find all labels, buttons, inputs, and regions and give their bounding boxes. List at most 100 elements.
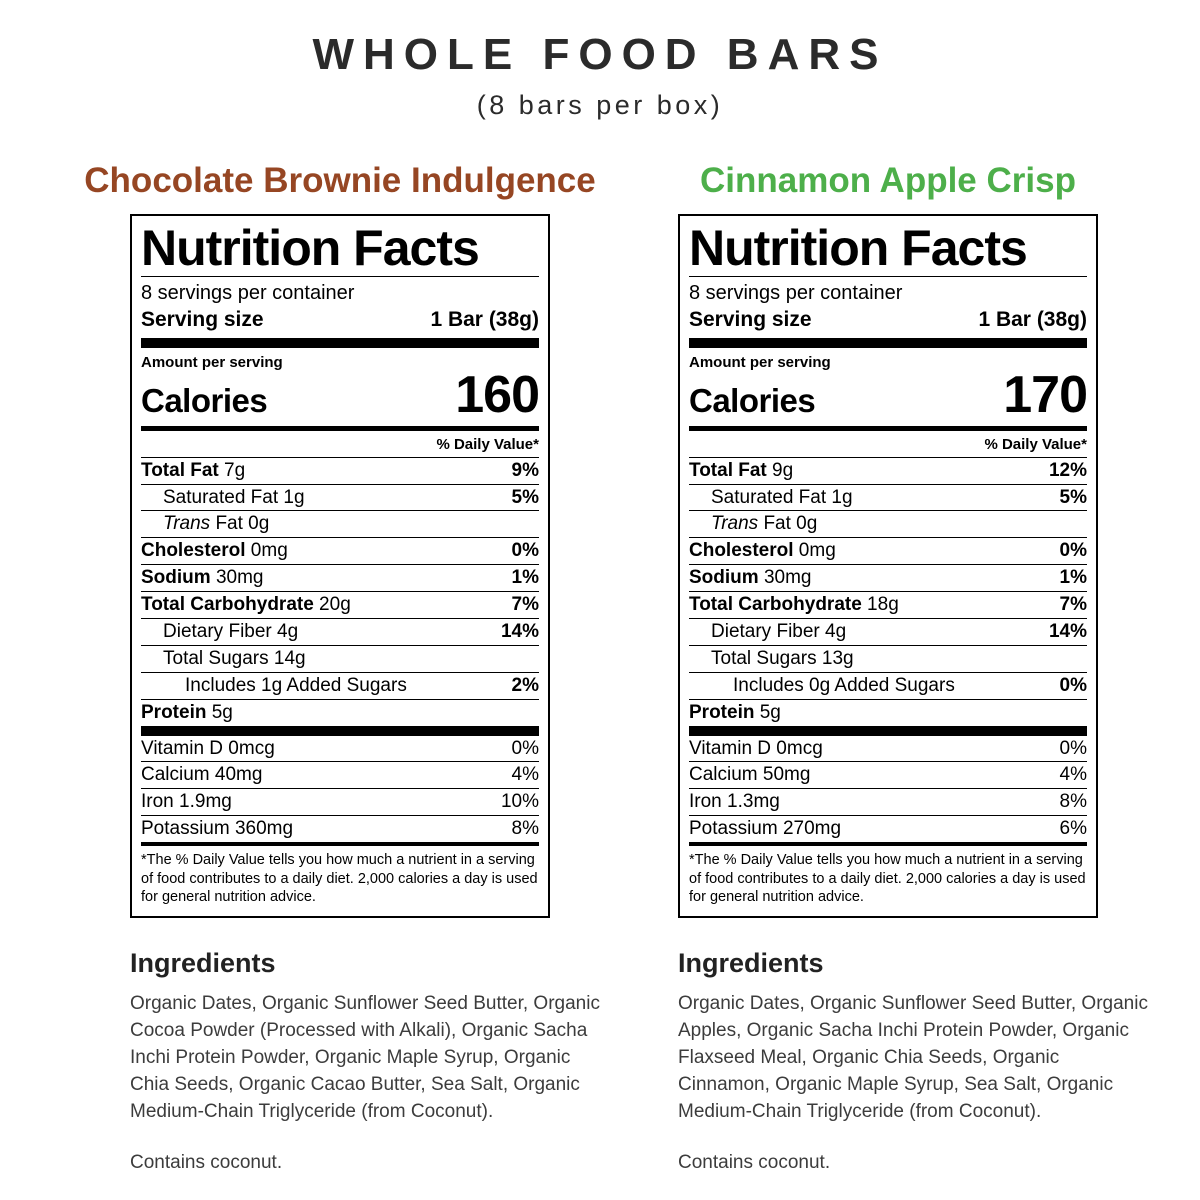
page-title: WHOLE FOOD BARS: [312, 30, 888, 79]
vitamin-rows: Vitamin D 0mcg 0% Calcium 50mg 4% Iron 1.3mg…: [689, 736, 1087, 843]
nutrient-name: Dietary Fiber 4g: [711, 620, 847, 642]
thick-divider: [141, 725, 539, 736]
daily-value-footnote: *The % Daily Value tells you how much a …: [689, 852, 1086, 906]
serving-size-value: 1 Bar (38g): [430, 308, 539, 332]
ingredients-heading: Ingredients: [678, 947, 824, 978]
nutrient-row: Cholesterol 0mg 0%: [689, 537, 1087, 564]
medium-divider: [689, 425, 1087, 431]
nutrient-daily-value: 7%: [511, 594, 539, 616]
nutrient-name: Total Sugars 14g: [163, 647, 306, 669]
nutrition-label-cinnamon-apple: Nutrition Facts 8 servings per container…: [678, 213, 1098, 918]
nutrient-name: Cholesterol 0mg: [141, 540, 288, 562]
nutrient-row: Saturated Fat 1g 5%: [689, 483, 1087, 511]
nutrient-name: Cholesterol 0mg: [689, 540, 836, 562]
nutrient-name: Potassium 270mg: [689, 818, 842, 840]
serving-size-row: Serving size 1 Bar (38g): [689, 306, 1087, 338]
nutrient-row: Vitamin D 0mcg 0%: [141, 736, 539, 762]
ingredients-chocolate-brownie: Ingredients Organic Dates, Organic Sunfl…: [130, 948, 600, 1174]
product-heading-cinnamon-apple: Cinnamon Apple Crisp: [700, 161, 1076, 200]
nutrient-row: Iron 1.3mg 8%: [689, 788, 1087, 815]
nutrient-daily-value: 4%: [1059, 764, 1087, 786]
thin-divider: [141, 842, 539, 847]
nutrient-name: Saturated Fat 1g: [163, 486, 305, 508]
medium-divider: [141, 425, 539, 431]
nutrient-name: Trans Fat 0g: [711, 513, 818, 535]
nutrient-daily-value: 10%: [500, 791, 539, 813]
nutrient-row: Potassium 270mg 6%: [689, 815, 1087, 842]
nutrient-name: Vitamin D 0mcg: [689, 737, 823, 759]
nutrient-daily-value: 8%: [1059, 791, 1087, 813]
calories-row: Calories 160: [141, 366, 540, 425]
nutrient-row: Total Fat 7g 9%: [141, 456, 539, 484]
allergen-statement: Contains coconut.: [130, 1151, 283, 1173]
nutrient-row: Total Fat 9g 12%: [689, 456, 1087, 484]
serving-size-value: 1 Bar (38g): [978, 308, 1087, 332]
nutrient-daily-value: 14%: [1048, 620, 1087, 642]
daily-value-header: % Daily Value*: [984, 435, 1087, 453]
nutrient-name: Total Sugars 13g: [711, 647, 854, 669]
nutrient-row: Vitamin D 0mcg 0%: [689, 736, 1087, 762]
nutrient-row: Includes 0g Added Sugars 0%: [689, 671, 1087, 699]
nutrient-rows: Total Fat 7g 9% Saturated Fat 1g 5% Trans Fa…: [141, 456, 539, 726]
nutrient-name: Trans Fat 0g: [163, 513, 270, 535]
nutrient-row: Sodium 30mg 1%: [141, 564, 539, 591]
nutrient-daily-value: 0%: [1059, 540, 1087, 562]
allergen-statement: Contains coconut.: [678, 1151, 831, 1173]
serving-size-label: Serving size: [141, 308, 264, 332]
nutrient-daily-value: 8%: [511, 818, 539, 840]
nutrient-row: Dietary Fiber 4g 14%: [689, 617, 1087, 645]
calories-value: 160: [455, 366, 540, 425]
nutrient-row: Sodium 30mg 1%: [689, 564, 1087, 591]
ingredients-text: Organic Dates, Organic Sunflower Seed Bu…: [678, 992, 1148, 1122]
nutrient-daily-value: 1%: [511, 567, 539, 589]
amount-per-serving-label: Amount per serving: [141, 354, 283, 372]
product-headings-row: Chocolate Brownie Indulgence Cinnamon Ap…: [0, 161, 1200, 200]
nutrient-row: Cholesterol 0mg 0%: [141, 537, 539, 564]
nutrient-row: Calcium 50mg 4%: [689, 761, 1087, 788]
vitamin-rows: Vitamin D 0mcg 0% Calcium 40mg 4% Iron 1.9mg…: [141, 736, 539, 843]
nutrient-name: Iron 1.9mg: [141, 791, 232, 813]
nutrient-name: Dietary Fiber 4g: [163, 620, 299, 642]
nutrition-facts-title: Nutrition Facts: [141, 222, 539, 278]
servings-per-container: 8 servings per container: [689, 282, 903, 305]
nutrient-row: Saturated Fat 1g 5%: [141, 483, 539, 511]
nutrient-row: Total Sugars 14g: [141, 644, 539, 672]
nutrient-daily-value: 9%: [511, 459, 539, 481]
nutrient-row: Total Carbohydrate 18g 7%: [689, 591, 1087, 618]
nutrient-row: Trans Fat 0g: [689, 510, 1087, 537]
ingredients-text: Organic Dates, Organic Sunflower Seed Bu…: [130, 992, 600, 1122]
thick-divider: [689, 725, 1087, 736]
calories-label: Calories: [689, 382, 816, 420]
nutrient-daily-value: 14%: [500, 620, 539, 642]
nutrient-daily-value: 0%: [1059, 737, 1087, 759]
nutrient-row: Total Carbohydrate 20g 7%: [141, 591, 539, 618]
nutrient-rows: Total Fat 9g 12% Saturated Fat 1g 5% Trans F…: [689, 456, 1087, 726]
nutrient-row: Calcium 40mg 4%: [141, 761, 539, 788]
nutrient-daily-value: 12%: [1048, 459, 1087, 481]
nutrient-name: Protein 5g: [689, 701, 781, 723]
nutrient-name: Total Carbohydrate 18g: [689, 594, 899, 616]
nutrient-name: Sodium 30mg: [141, 567, 264, 589]
nutrient-row: Dietary Fiber 4g 14%: [141, 617, 539, 645]
nutrient-daily-value: 5%: [1059, 486, 1087, 508]
nutrient-name: Calcium 40mg: [141, 764, 263, 786]
thick-divider: [689, 338, 1087, 349]
nutrient-name: Sodium 30mg: [689, 567, 812, 589]
nutrition-facts-title: Nutrition Facts: [689, 222, 1087, 278]
nutrient-name: Potassium 360mg: [141, 818, 294, 840]
thick-divider: [141, 338, 539, 349]
serving-size-row: Serving size 1 Bar (38g): [141, 306, 539, 338]
nutrient-daily-value: 0%: [1059, 674, 1087, 696]
daily-value-header: % Daily Value*: [436, 435, 539, 453]
nutrition-label-chocolate-brownie: Nutrition Facts 8 servings per container…: [130, 213, 550, 918]
serving-size-label: Serving size: [689, 308, 812, 332]
page-header: WHOLE FOOD BARS (8 bars per box): [0, 0, 1200, 121]
nutrient-name: Includes 0g Added Sugars: [733, 674, 955, 696]
ingredients-cinnamon-apple: Ingredients Organic Dates, Organic Sunfl…: [678, 947, 1148, 1174]
nutrient-row: Trans Fat 0g: [141, 510, 539, 537]
nutrient-name: Includes 1g Added Sugars: [185, 674, 407, 696]
nutrient-name: Total Fat 7g: [141, 459, 246, 481]
calories-row: Calories 170: [689, 369, 1088, 425]
daily-value-footnote: *The % Daily Value tells you how much a …: [141, 852, 538, 906]
